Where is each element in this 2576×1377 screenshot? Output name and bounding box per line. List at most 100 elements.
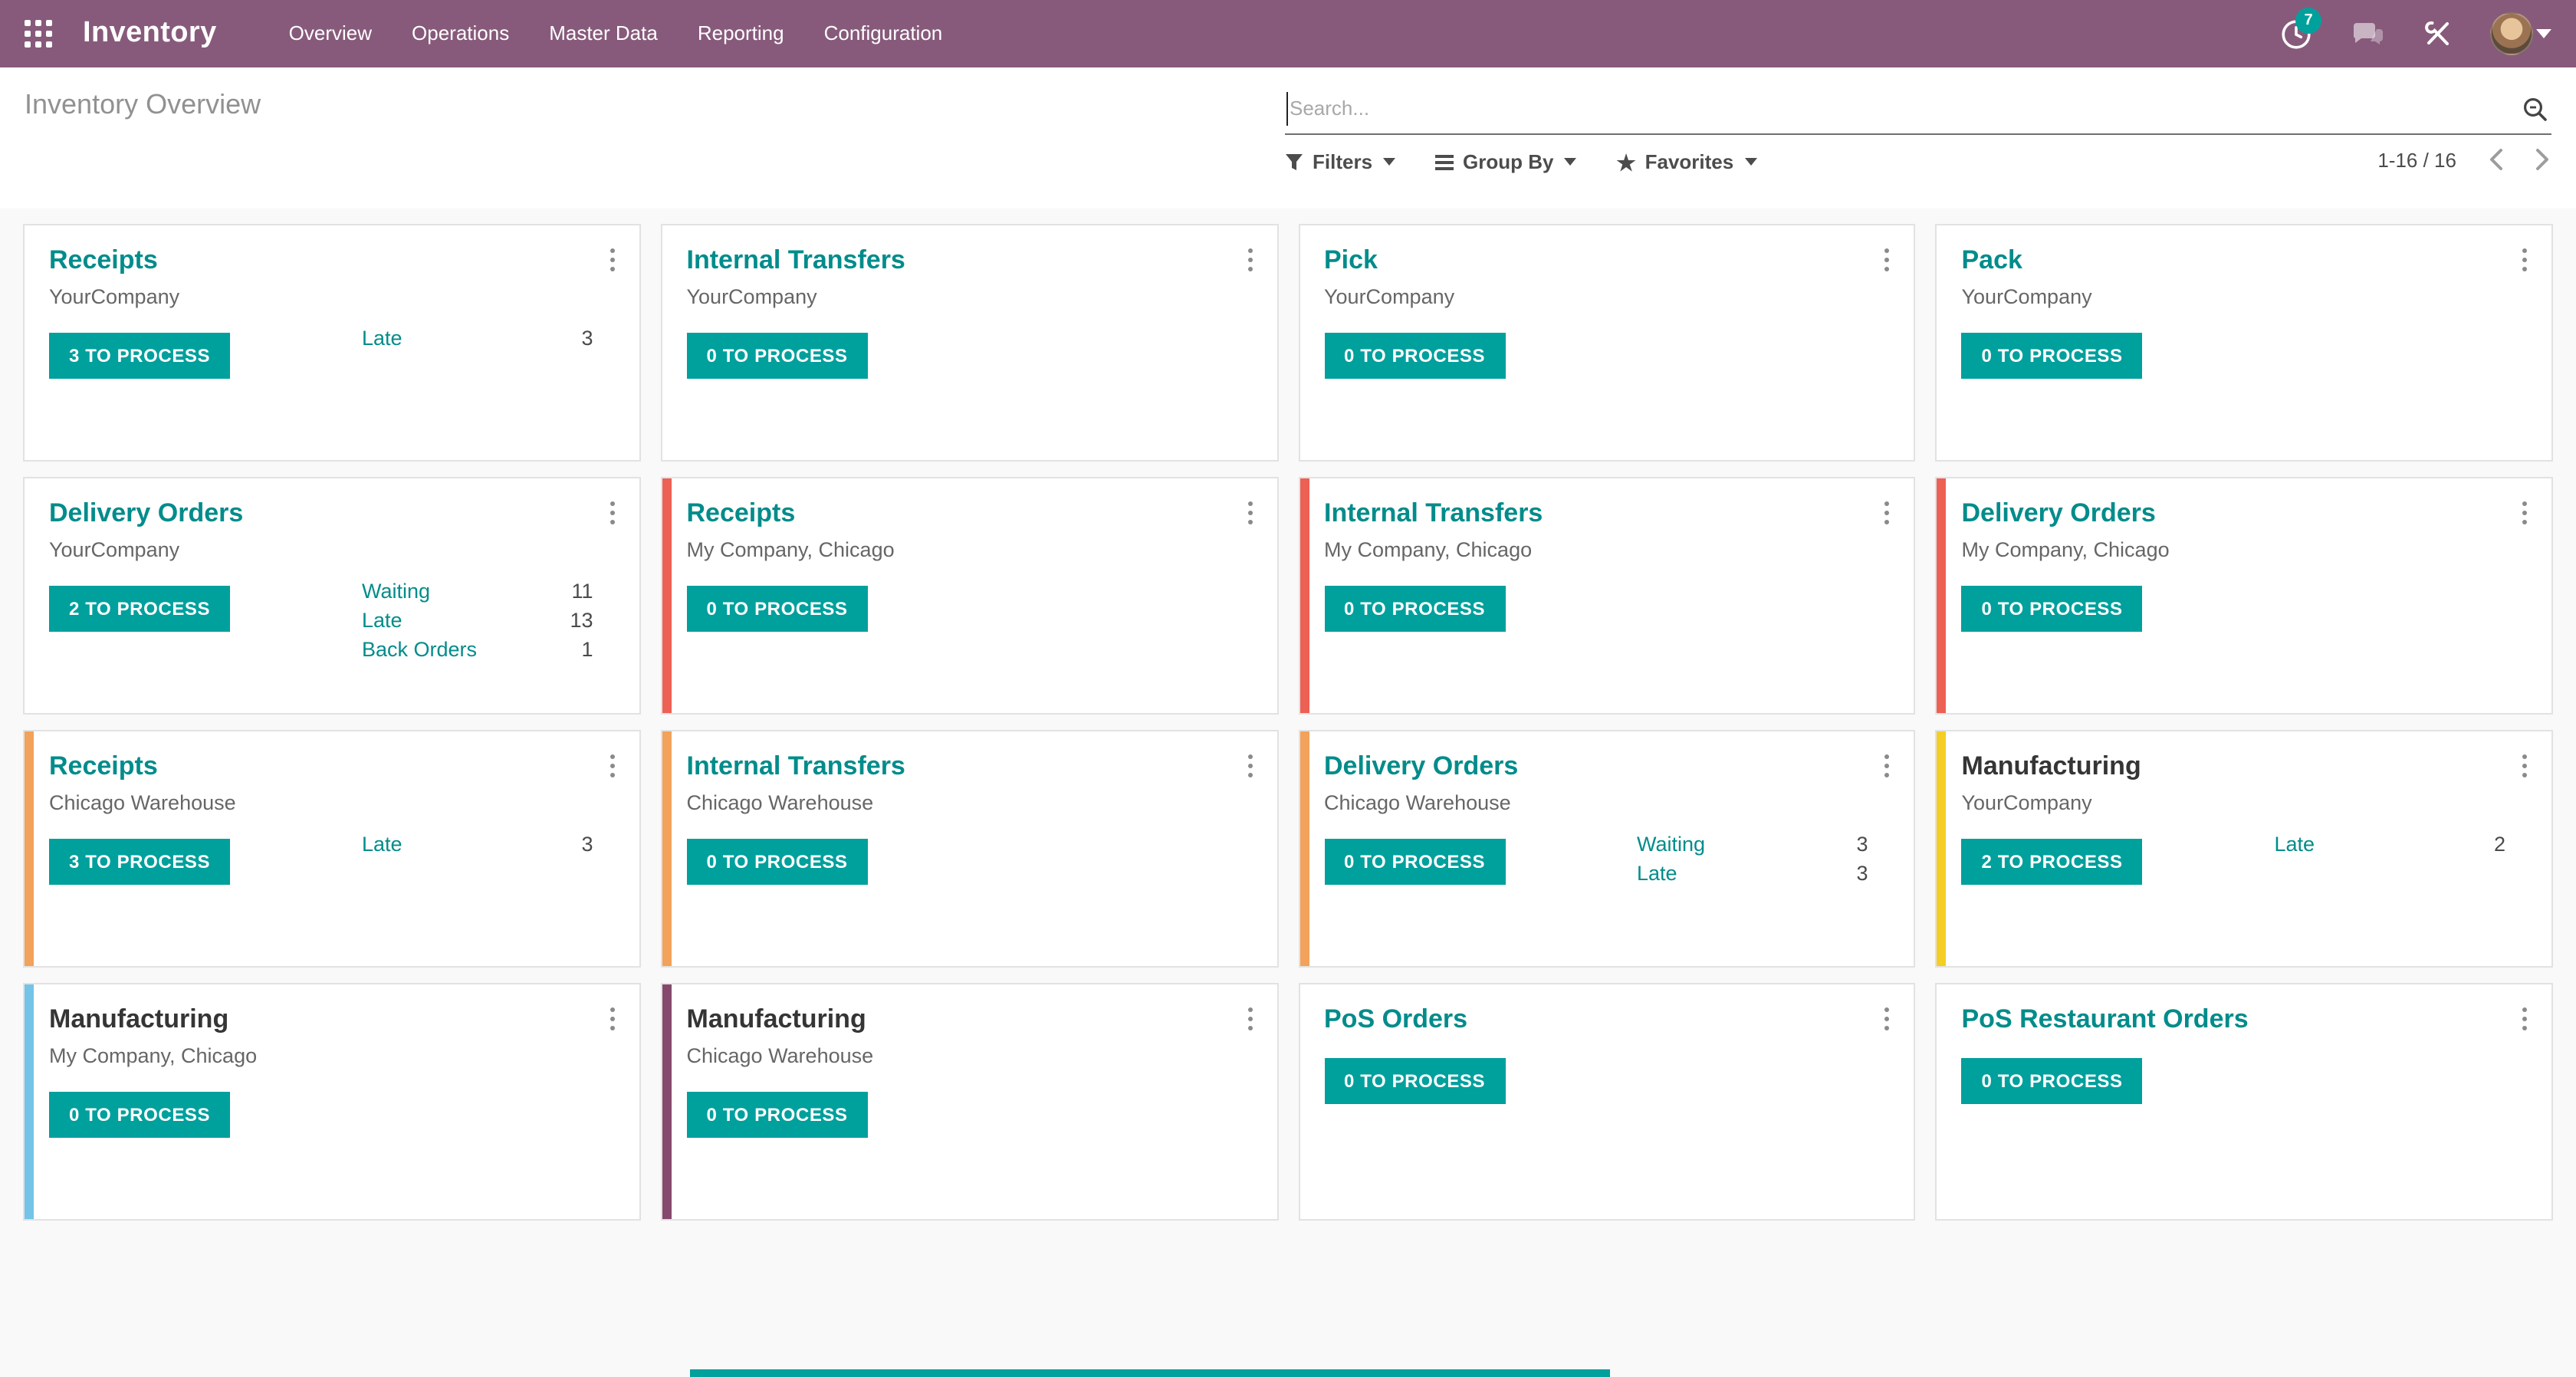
card-subtitle: YourCompany (49, 285, 180, 308)
card-title-link[interactable]: Pack (1961, 245, 2022, 274)
card-title-link[interactable]: PoS Orders (1324, 1004, 1468, 1034)
kanban-card: Pack YourCompany 0 TO PROCESS (1935, 224, 2553, 462)
to-process-button[interactable]: 0 TO PROCESS (1324, 333, 1506, 379)
card-title-link[interactable]: Delivery Orders (1324, 751, 1519, 781)
to-process-button[interactable]: 0 TO PROCESS (1324, 1058, 1506, 1104)
card-title-link[interactable]: Delivery Orders (1961, 498, 2156, 527)
kebab-menu-icon[interactable] (1244, 245, 1255, 274)
stat-label[interactable]: Late (362, 833, 402, 856)
filters-button[interactable]: Filters (1285, 150, 1396, 173)
apps-grid-icon[interactable] (25, 20, 52, 48)
to-process-button[interactable]: 0 TO PROCESS (1961, 333, 2143, 379)
pager-previous-icon[interactable] (2487, 147, 2504, 172)
card-subtitle: YourCompany (1961, 791, 2092, 814)
to-process-button[interactable]: 0 TO PROCESS (686, 1092, 868, 1138)
kebab-menu-icon[interactable] (1882, 751, 1893, 781)
to-process-button[interactable]: 0 TO PROCESS (1961, 586, 2143, 632)
to-process-button[interactable]: 0 TO PROCESS (686, 839, 868, 885)
stat-label[interactable]: Back Orders (362, 638, 478, 661)
kebab-menu-icon[interactable] (1882, 1004, 1893, 1034)
kebab-menu-icon[interactable] (1244, 751, 1255, 781)
kebab-menu-icon[interactable] (1244, 1004, 1255, 1034)
kebab-menu-icon[interactable] (2519, 245, 2530, 274)
card-accent-stripe (25, 731, 34, 966)
kebab-menu-icon[interactable] (1882, 245, 1893, 274)
kanban-card: Manufacturing Chicago Warehouse 0 TO PRO… (660, 983, 1278, 1221)
pager-range: 1-16 / 16 (2377, 148, 2456, 171)
to-process-button[interactable]: 3 TO PROCESS (49, 839, 231, 885)
debug-tools-icon[interactable] (2423, 18, 2453, 49)
kanban-card: Delivery Orders Chicago Warehouse 0 TO P… (1298, 730, 1916, 968)
favorites-button[interactable]: ★ Favorites (1617, 150, 1757, 173)
stat-label[interactable]: Late (362, 609, 402, 632)
card-stats: Waiting 11 Late 13 Back Orders 1 (362, 577, 593, 664)
activity-clock-icon[interactable]: 7 (2280, 7, 2321, 50)
kebab-menu-icon[interactable] (607, 498, 618, 527)
card-accent-stripe (662, 731, 672, 966)
to-process-button[interactable]: 2 TO PROCESS (49, 586, 231, 632)
messages-icon[interactable] (2349, 18, 2386, 49)
kanban-card: Internal Transfers YourCompany 0 TO PROC… (660, 224, 1278, 462)
pager-next-icon[interactable] (2535, 147, 2551, 172)
stat-label[interactable]: Late (2274, 833, 2315, 856)
card-title-link[interactable]: Receipts (49, 245, 158, 274)
card-title-link[interactable]: Internal Transfers (686, 751, 905, 781)
user-menu[interactable] (2490, 12, 2551, 55)
card-subtitle: My Company, Chicago (1961, 538, 2170, 561)
stat-value: 3 (581, 327, 593, 350)
kebab-menu-icon[interactable] (607, 245, 618, 274)
card-subtitle: Chicago Warehouse (49, 791, 236, 814)
kebab-menu-icon[interactable] (1882, 498, 1893, 527)
stat-label[interactable]: Late (362, 327, 402, 350)
nav-item-master-data[interactable]: Master Data (549, 21, 658, 44)
card-stats: Late 3 (362, 830, 593, 859)
nav-item-reporting[interactable]: Reporting (697, 21, 784, 44)
to-process-button[interactable]: 0 TO PROCESS (686, 586, 868, 632)
to-process-button[interactable]: 3 TO PROCESS (49, 333, 231, 379)
pager: 1-16 / 16 (2377, 147, 2551, 172)
card-subtitle: Chicago Warehouse (686, 1044, 874, 1067)
card-title-link[interactable]: Internal Transfers (1324, 498, 1543, 527)
card-title-link[interactable]: Manufacturing (686, 1004, 866, 1034)
card-title-link[interactable]: Manufacturing (49, 1004, 229, 1034)
card-stats: Waiting 3 Late 3 (1637, 830, 1868, 888)
stat-value: 3 (1856, 833, 1868, 856)
kebab-menu-icon[interactable] (2519, 1004, 2530, 1034)
nav-item-operations[interactable]: Operations (412, 21, 510, 44)
page-title: Inventory Overview (25, 89, 261, 120)
kebab-menu-icon[interactable] (2519, 498, 2530, 527)
group-by-button[interactable]: Group By (1435, 150, 1577, 173)
stat-row: Waiting 3 (1637, 830, 1868, 859)
app-name[interactable]: Inventory (83, 17, 217, 49)
kebab-menu-icon[interactable] (2519, 751, 2530, 781)
card-title-link[interactable]: Internal Transfers (686, 245, 905, 274)
card-title-link[interactable]: Pick (1324, 245, 1378, 274)
card-stats: Late 3 (362, 324, 593, 353)
card-title-link[interactable]: Receipts (49, 751, 158, 781)
kebab-menu-icon[interactable] (607, 1004, 618, 1034)
nav-item-overview[interactable]: Overview (288, 21, 373, 44)
kebab-menu-icon[interactable] (1244, 498, 1255, 527)
card-accent-stripe (1937, 478, 1947, 713)
card-title-link[interactable]: PoS Restaurant Orders (1961, 1004, 2249, 1034)
to-process-button[interactable]: 0 TO PROCESS (686, 333, 868, 379)
card-title-link[interactable]: Manufacturing (1961, 751, 2141, 781)
filters-label: Filters (1313, 150, 1373, 173)
stat-label[interactable]: Waiting (1637, 833, 1706, 856)
search-input[interactable] (1285, 83, 2509, 133)
kanban-card: Internal Transfers Chicago Warehouse 0 T… (660, 730, 1278, 968)
stat-row: Late 2 (2275, 830, 2506, 859)
card-accent-stripe (1937, 731, 1947, 966)
to-process-button[interactable]: 0 TO PROCESS (1961, 1058, 2143, 1104)
nav-item-configuration[interactable]: Configuration (823, 21, 943, 44)
to-process-button[interactable]: 2 TO PROCESS (1961, 839, 2143, 885)
kebab-menu-icon[interactable] (607, 751, 618, 781)
to-process-button[interactable]: 0 TO PROCESS (1324, 839, 1506, 885)
to-process-button[interactable]: 0 TO PROCESS (1324, 586, 1506, 632)
stat-label[interactable]: Waiting (362, 580, 431, 603)
to-process-button[interactable]: 0 TO PROCESS (49, 1092, 231, 1138)
card-title-link[interactable]: Delivery Orders (49, 498, 244, 527)
stat-label[interactable]: Late (1637, 862, 1677, 885)
search-icon[interactable] (2521, 95, 2548, 130)
card-title-link[interactable]: Receipts (686, 498, 796, 527)
